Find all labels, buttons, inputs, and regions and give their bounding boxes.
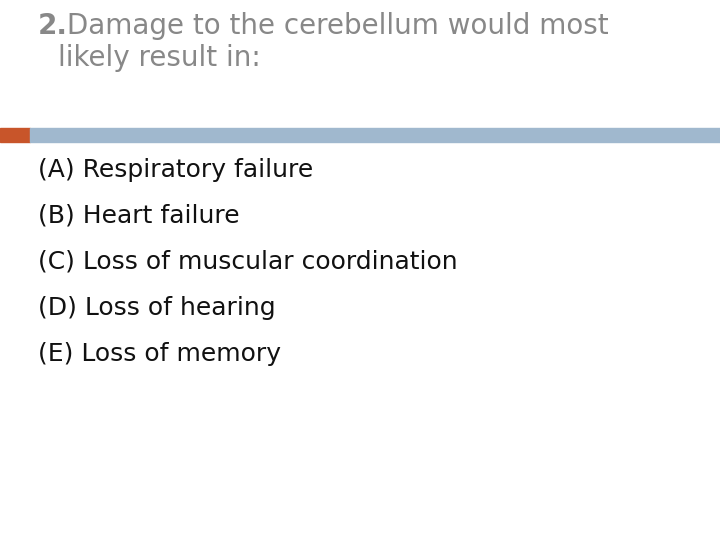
- Text: 2.: 2.: [38, 12, 68, 40]
- Text: (A) Respiratory failure: (A) Respiratory failure: [38, 158, 313, 182]
- Text: Damage to the cerebellum would most
likely result in:: Damage to the cerebellum would most like…: [58, 12, 608, 72]
- Text: (C) Loss of muscular coordination: (C) Loss of muscular coordination: [38, 250, 458, 274]
- Bar: [0, 128, 30, 142]
- Text: (E) Loss of memory: (E) Loss of memory: [38, 342, 281, 366]
- Text: (D) Loss of hearing: (D) Loss of hearing: [38, 296, 276, 320]
- Bar: [30, 128, 720, 142]
- Text: (B) Heart failure: (B) Heart failure: [38, 204, 240, 228]
